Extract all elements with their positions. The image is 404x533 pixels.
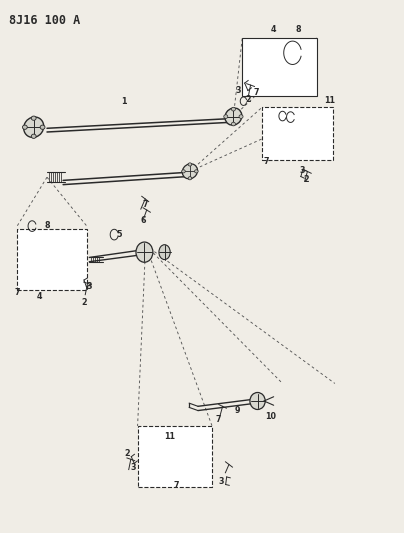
Text: 7: 7 — [215, 415, 221, 424]
Ellipse shape — [254, 49, 276, 78]
Bar — [262, 107, 333, 160]
Ellipse shape — [183, 464, 188, 469]
Ellipse shape — [44, 269, 50, 273]
Ellipse shape — [312, 142, 317, 147]
Ellipse shape — [304, 142, 309, 147]
Text: 2: 2 — [304, 175, 309, 184]
Bar — [138, 426, 212, 487]
Text: 10: 10 — [265, 412, 276, 421]
Ellipse shape — [136, 242, 153, 262]
Text: 3: 3 — [219, 478, 224, 486]
Ellipse shape — [36, 240, 58, 271]
Ellipse shape — [38, 271, 44, 277]
Ellipse shape — [320, 127, 325, 132]
Text: 9: 9 — [235, 406, 240, 415]
Ellipse shape — [262, 45, 268, 50]
Text: 7: 7 — [173, 481, 179, 490]
Ellipse shape — [23, 125, 27, 130]
Text: 3: 3 — [300, 166, 305, 175]
Text: 2: 2 — [82, 298, 87, 307]
Text: 8: 8 — [296, 26, 301, 35]
Text: 5: 5 — [117, 230, 122, 239]
Ellipse shape — [194, 450, 199, 455]
Text: 4: 4 — [271, 26, 276, 35]
Text: 6: 6 — [141, 216, 146, 225]
Ellipse shape — [47, 271, 53, 277]
Text: 11: 11 — [164, 432, 175, 441]
Ellipse shape — [44, 237, 50, 242]
Text: 2: 2 — [246, 94, 251, 103]
Text: 2: 2 — [125, 449, 130, 458]
Ellipse shape — [24, 117, 44, 138]
Ellipse shape — [231, 122, 236, 126]
Ellipse shape — [309, 141, 314, 146]
Text: 7: 7 — [264, 157, 269, 166]
Ellipse shape — [38, 279, 44, 285]
Text: 3: 3 — [86, 282, 92, 291]
Text: 3: 3 — [130, 463, 135, 472]
Ellipse shape — [312, 149, 317, 154]
Text: 3: 3 — [236, 86, 241, 95]
Ellipse shape — [302, 116, 322, 143]
Text: 7: 7 — [15, 287, 20, 296]
Ellipse shape — [262, 77, 268, 82]
Ellipse shape — [183, 437, 188, 441]
Ellipse shape — [299, 127, 303, 132]
Ellipse shape — [225, 108, 242, 125]
Ellipse shape — [256, 83, 262, 88]
Ellipse shape — [176, 439, 196, 466]
Bar — [17, 229, 87, 290]
Ellipse shape — [178, 470, 183, 474]
Ellipse shape — [239, 115, 243, 118]
Text: 4: 4 — [36, 292, 42, 301]
Ellipse shape — [40, 125, 45, 130]
Text: 8: 8 — [44, 221, 50, 230]
Ellipse shape — [47, 279, 53, 285]
Text: 11: 11 — [324, 96, 336, 105]
Ellipse shape — [265, 75, 271, 80]
Ellipse shape — [250, 392, 265, 409]
Ellipse shape — [195, 169, 198, 173]
Ellipse shape — [186, 470, 191, 474]
Ellipse shape — [31, 116, 36, 120]
Ellipse shape — [256, 75, 262, 80]
Ellipse shape — [304, 149, 309, 154]
Ellipse shape — [178, 477, 183, 482]
Ellipse shape — [265, 83, 271, 88]
Text: 1: 1 — [121, 97, 126, 106]
Text: 7: 7 — [254, 88, 259, 97]
Ellipse shape — [188, 176, 192, 180]
Ellipse shape — [57, 253, 62, 258]
Ellipse shape — [31, 134, 36, 139]
Ellipse shape — [186, 477, 191, 482]
Ellipse shape — [173, 450, 178, 455]
Bar — [242, 38, 317, 96]
Ellipse shape — [182, 164, 198, 179]
Ellipse shape — [224, 115, 228, 118]
Ellipse shape — [159, 245, 170, 260]
Ellipse shape — [309, 112, 314, 117]
Ellipse shape — [188, 163, 192, 166]
Text: 7: 7 — [143, 200, 148, 209]
Ellipse shape — [231, 107, 236, 111]
Text: 8J16 100 A: 8J16 100 A — [9, 14, 80, 27]
Ellipse shape — [274, 61, 280, 66]
Ellipse shape — [250, 61, 256, 66]
Ellipse shape — [32, 253, 38, 258]
Ellipse shape — [182, 169, 185, 173]
